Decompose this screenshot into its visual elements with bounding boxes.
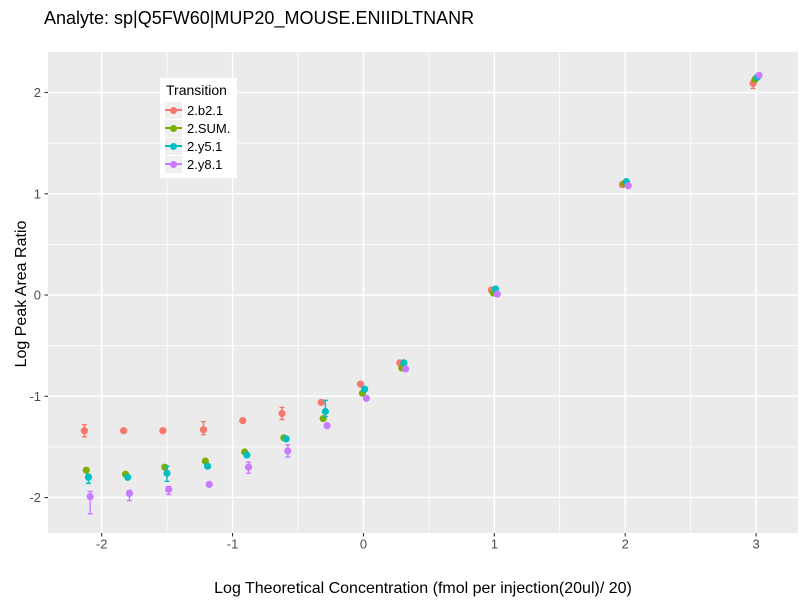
data-point-2.y8.1 [323,422,331,430]
data-point-2.y5.1 [400,359,408,367]
legend-entry-label: 2.y5.1 [187,138,223,154]
data-point-2.y8.1 [86,492,94,501]
legend-key-pointrange-icon [165,101,182,119]
legend-entry-label: 2.SUM. [187,120,231,136]
x-tick-label: 1 [491,537,498,552]
legend-entry-label: 2.b2.1 [187,102,224,118]
x-tick-label: 0 [360,537,367,552]
data-point-2.b2.1 [120,427,128,435]
legend-entry-2.b2.1: 2.b2.1 [165,101,230,119]
data-point-2.b2.1 [356,380,365,388]
legend-entries: 2.b2.1 2.SUM. 2.y5.1 2.y8.1 [165,101,230,173]
data-point-2.y8.1 [125,489,134,498]
data-point-2.y5.1 [321,407,329,416]
data-point-2.b2.1 [80,427,88,435]
y-axis-title: Log Peak Area Ratio [13,220,30,368]
data-point-2.y8.1 [284,447,292,455]
x-axis-title: Log Theoretical Concentration (fmol per … [214,580,632,597]
data-point-2.y5.1 [282,435,290,443]
data-point-2.y5.1 [243,451,251,459]
x-tick-label: 2 [622,537,629,552]
data-point-2.y5.1 [203,462,212,470]
data-point-2.b2.1 [159,427,167,435]
y-tick-label: 0 [34,288,41,303]
legend-title: Transition [166,82,227,98]
legend-key-pointrange-icon [165,155,182,173]
data-point-2.b2.1 [278,409,286,418]
chart-title: Analyte: sp|Q5FW60|MUP20_MOUSE.ENIIDLTNA… [44,8,475,28]
legend-key-pointrange-icon [165,137,182,155]
y-tick-label: -2 [29,490,41,505]
data-point-2.y5.1 [163,469,171,477]
data-point-2.y8.1 [362,394,370,402]
x-tick-label: -1 [227,537,239,552]
legend-entry-2.y5.1: 2.y5.1 [165,137,230,155]
data-point-2.y8.1 [493,290,501,298]
y-tick-label: 1 [34,186,41,201]
data-point-2.b2.1 [199,426,208,434]
data-point-2.y5.1 [361,385,369,393]
data-point-2.SUM. [82,466,90,474]
legend-entry-2.y8.1: 2.y8.1 [165,155,230,173]
legend-box: Transition 2.b2.1 2.SUM. 2.y5.1 2.y8.1 [160,78,238,178]
data-point-2.y5.1 [124,473,132,481]
data-point-2.y8.1 [244,463,253,471]
y-tick-label: 2 [34,85,41,100]
legend-key-pointrange-icon [165,119,182,137]
data-point-2.y8.1 [205,480,213,488]
data-point-2.y8.1 [624,182,632,190]
data-point-2.b2.1 [239,416,247,425]
legend-entry-label: 2.y8.1 [187,156,223,172]
data-point-2.y5.1 [84,473,93,481]
legend-entry-2.SUM.: 2.SUM. [165,119,230,137]
x-tick-label: -2 [96,537,108,552]
y-tick-label: -1 [29,389,41,404]
x-tick-label: 3 [752,537,759,552]
data-point-2.y8.1 [402,365,410,373]
data-point-2.y8.1 [755,71,763,79]
data-point-2.y8.1 [165,485,173,494]
